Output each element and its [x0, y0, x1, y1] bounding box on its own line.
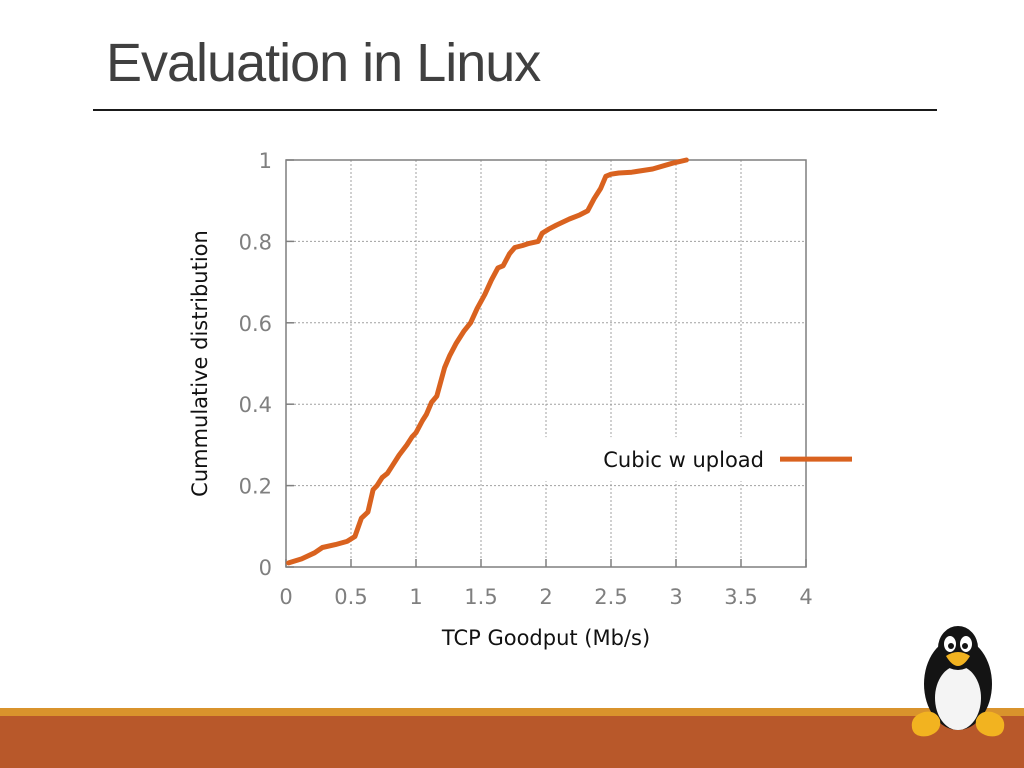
y-tick-label: 0.8 [239, 230, 272, 254]
x-tick-label: 0 [279, 585, 292, 609]
x-tick-label: 0.5 [334, 585, 367, 609]
footer-accent-stripe [0, 708, 1024, 716]
y-tick-label: 0.2 [239, 475, 272, 499]
chart-grid [285, 159, 807, 568]
chart-series [286, 157, 689, 566]
x-tick-label: 2.5 [594, 585, 627, 609]
chart-tick-labels: 0 0.5 1 1.5 2 2.5 3 3.5 4 0 0.2 0.4 0.6 0.8 1 [239, 149, 813, 609]
y-axis-label: Cummulative distribution [188, 230, 212, 497]
cdf-chart: 0 0.5 1 1.5 2 2.5 3 3.5 4 0 0.2 0.4 0.6 0.8 1 Cubic w … [188, 149, 852, 650]
chart-axes [285, 159, 807, 568]
y-tick-label: 0.6 [239, 312, 272, 336]
x-tick-label: 4 [799, 585, 812, 609]
x-tick-label: 3.5 [724, 585, 757, 609]
slide-title: Evaluation in Linux [106, 33, 541, 93]
y-tick-label: 0.4 [239, 393, 272, 417]
x-axis-label: TCP Goodput (Mb/s) [441, 626, 650, 650]
legend-background [545, 437, 805, 482]
tux-penguin-icon [911, 626, 1005, 737]
series-line-cubic-w-upload [286, 157, 689, 566]
footer-bar [0, 716, 1024, 768]
legend-entry-label: Cubic w upload [603, 448, 764, 472]
x-tick-label: 2 [539, 585, 552, 609]
y-tick-label: 0 [259, 556, 272, 580]
title-divider [93, 109, 937, 111]
x-tick-label: 1 [409, 585, 422, 609]
chart-legend: Cubic w upload [603, 448, 852, 472]
y-tick-label: 1 [259, 149, 272, 173]
x-tick-label: 1.5 [464, 585, 497, 609]
x-tick-label: 3 [669, 585, 682, 609]
